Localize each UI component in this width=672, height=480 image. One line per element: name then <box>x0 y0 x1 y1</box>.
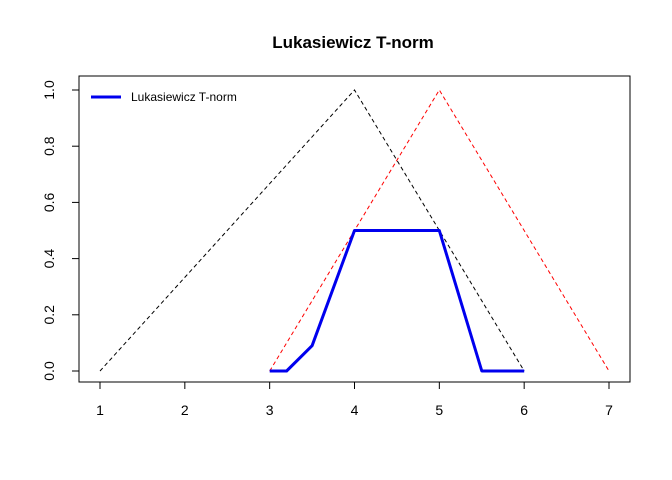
chart-title: Lukasiewicz T-norm <box>272 33 434 52</box>
y-tick-label: 0.8 <box>41 136 57 156</box>
y-tick-label: 1.0 <box>41 80 57 100</box>
x-tick-label: 6 <box>520 402 528 418</box>
x-tick-label: 2 <box>181 402 189 418</box>
x-tick-label: 7 <box>605 402 613 418</box>
x-tick-label: 1 <box>96 402 104 418</box>
tnorm-line <box>269 229 525 373</box>
y-tick-label: 0.6 <box>41 192 57 212</box>
y-tick-label: 0.2 <box>41 305 57 325</box>
x-tick-label: 3 <box>266 402 274 418</box>
series-layer <box>99 89 610 373</box>
x-tick-label: 5 <box>435 402 443 418</box>
legend: Lukasiewicz T-norm <box>91 90 237 104</box>
y-tick-label: 0.0 <box>41 361 57 381</box>
y-tick-label: 0.4 <box>41 249 57 269</box>
x-tick-label: 4 <box>351 402 359 418</box>
x-axis: 1 2 3 4 5 6 7 <box>96 381 613 418</box>
legend-label: Lukasiewicz T-norm <box>131 90 237 104</box>
black-triangle-line <box>99 89 525 372</box>
red-triangle-line <box>269 89 610 372</box>
y-axis: 0.0 0.2 0.4 0.6 0.8 1.0 <box>41 80 80 381</box>
